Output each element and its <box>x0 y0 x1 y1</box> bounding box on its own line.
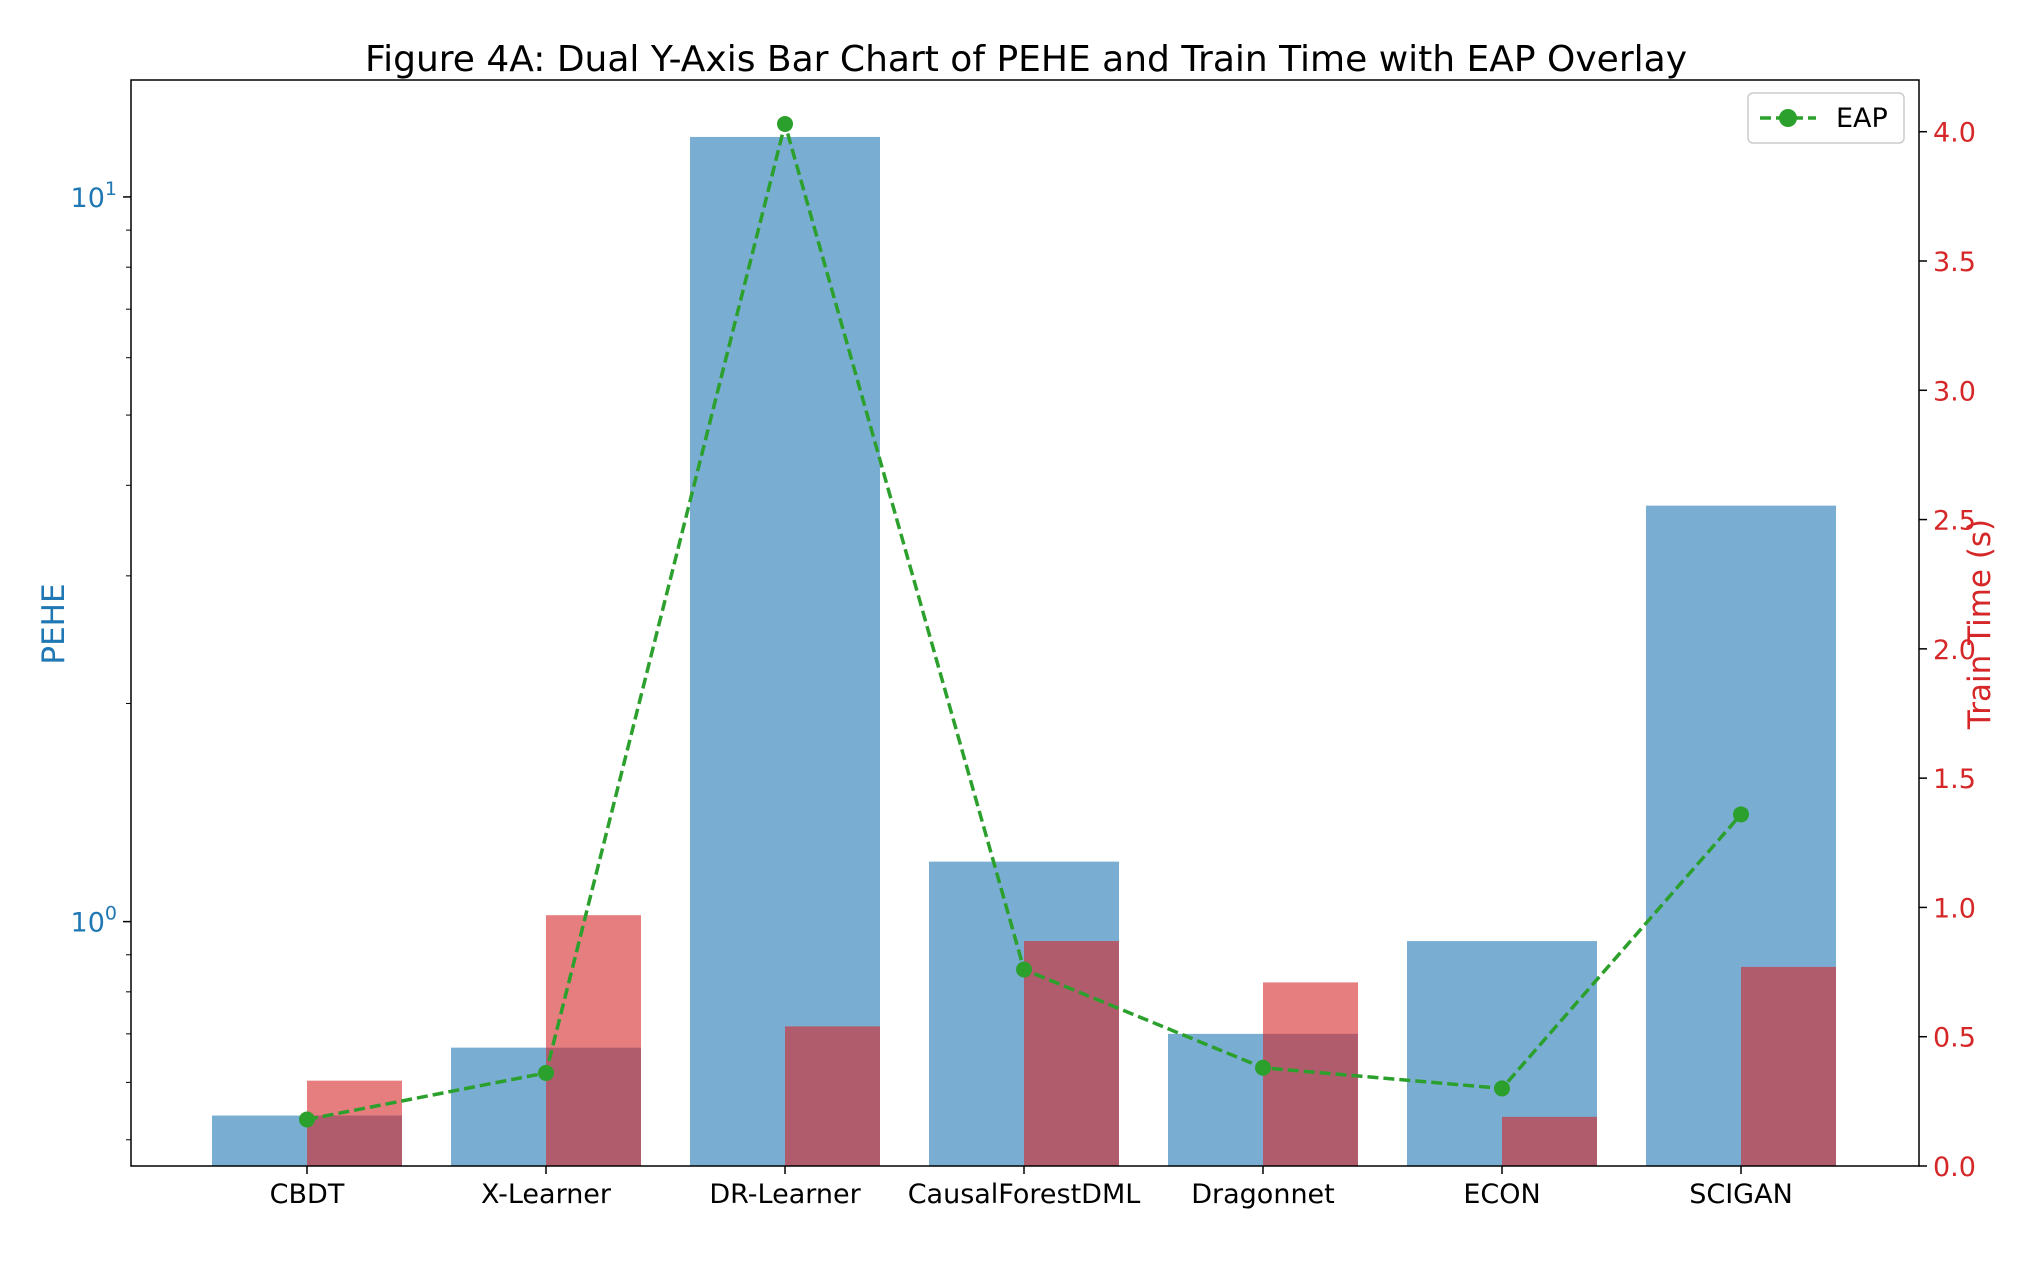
legend-eap-marker-icon <box>1779 109 1797 127</box>
left-tick-label: 101 <box>71 178 117 214</box>
legend-eap-label: EAP <box>1836 103 1888 134</box>
right-axis-label: Train Time (s) <box>1962 519 1998 730</box>
train-time-bar-scigan <box>1741 966 1836 1166</box>
x-tick-label: X-Learner <box>481 1179 612 1210</box>
x-tick-label: Dragonnet <box>1191 1179 1335 1210</box>
chart-title: Figure 4A: Dual Y-Axis Bar Chart of PEHE… <box>365 39 1687 80</box>
train-time-bar-cbdt <box>307 1080 402 1166</box>
right-tick-label: 2.5 <box>1933 506 1976 537</box>
left-y-axis: 100 101 <box>71 178 131 1141</box>
x-axis: CBDT X-Learner DR-Learner CausalForestDML Dr… <box>270 1166 1793 1210</box>
right-tick-label: 0.0 <box>1933 1152 1976 1183</box>
right-tick-label: 3.5 <box>1933 247 1976 278</box>
eap-point-x-learner <box>538 1064 554 1081</box>
left-axis-label: PEHE <box>36 583 72 664</box>
legend-box <box>1747 92 1905 144</box>
right-tick-label: 1.5 <box>1933 764 1976 795</box>
eap-point-scigan <box>1733 806 1749 823</box>
x-tick-label: CausalForestDML <box>908 1179 1141 1210</box>
right-tick-label: 3.0 <box>1933 376 1976 407</box>
train-time-bars <box>307 915 1836 1166</box>
x-tick-label: DR-Learner <box>709 1179 861 1210</box>
right-tick-label: 1.0 <box>1933 893 1976 924</box>
pehe-bar-dr-learner <box>690 136 880 1167</box>
plot-frame <box>130 79 1920 1167</box>
eap-point-cbdt <box>299 1111 315 1128</box>
x-tick-label: CBDT <box>270 1179 345 1210</box>
legend: EAP <box>1747 92 1905 144</box>
eap-point-dragonnet <box>1255 1059 1271 1076</box>
left-tick-label: 100 <box>71 903 117 939</box>
right-tick-label: 4.0 <box>1933 118 1976 149</box>
x-tick-label: ECON <box>1463 1179 1540 1210</box>
eap-point-causalforestdml <box>1016 961 1032 978</box>
train-time-bar-causalforestdml <box>1024 941 1119 1166</box>
train-time-bar-x-learner <box>546 915 641 1166</box>
eap-line-series <box>299 115 1749 1128</box>
train-time-bar-dr-learner <box>785 1026 880 1166</box>
right-tick-label: 0.5 <box>1933 1023 1976 1054</box>
eap-point-econ <box>1494 1080 1510 1097</box>
right-tick-label: 2.0 <box>1933 635 1976 666</box>
train-time-bar-econ <box>1502 1116 1597 1166</box>
x-tick-label: SCIGAN <box>1689 1179 1793 1210</box>
eap-point-dr-learner <box>777 115 793 132</box>
right-y-axis: 0.0 0.5 1.0 1.5 2.0 2.5 3.0 3.5 4.0 <box>1919 118 1976 1183</box>
